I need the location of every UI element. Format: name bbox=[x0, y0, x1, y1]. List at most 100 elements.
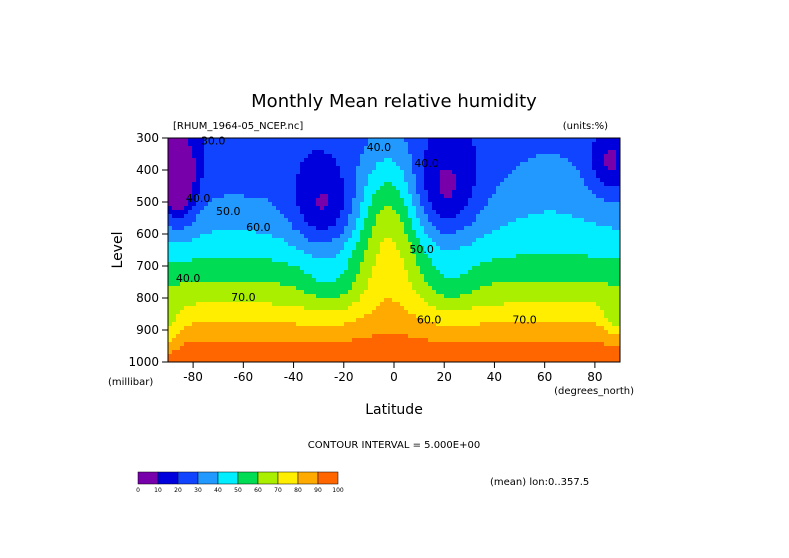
heat-cell bbox=[452, 246, 457, 251]
heat-cell bbox=[596, 254, 601, 259]
heat-cell bbox=[596, 302, 601, 307]
heat-cell bbox=[200, 262, 205, 267]
heat-cell bbox=[252, 246, 257, 251]
heat-cell bbox=[176, 142, 181, 147]
heat-cell bbox=[564, 278, 569, 283]
heat-cell bbox=[584, 166, 589, 171]
heat-cell bbox=[600, 210, 605, 215]
heat-cell bbox=[580, 242, 585, 247]
heat-cell bbox=[532, 302, 537, 307]
heat-cell bbox=[616, 194, 620, 199]
heat-cell bbox=[588, 298, 593, 303]
heat-cell bbox=[180, 290, 185, 295]
heat-cell bbox=[568, 306, 573, 311]
heat-cell bbox=[556, 282, 561, 287]
heat-cell bbox=[180, 154, 185, 159]
heat-cell bbox=[460, 166, 465, 171]
heat-cell bbox=[360, 226, 365, 231]
heat-cell bbox=[444, 242, 449, 247]
heat-cell bbox=[608, 158, 613, 163]
heat-cell bbox=[468, 246, 473, 251]
heat-cell bbox=[440, 226, 445, 231]
heat-cell bbox=[272, 210, 277, 215]
heat-cell bbox=[432, 234, 437, 239]
heat-cell bbox=[508, 182, 513, 187]
heat-cell bbox=[172, 138, 177, 143]
heat-cell bbox=[324, 214, 329, 219]
heat-cell bbox=[480, 298, 485, 303]
heat-cell bbox=[240, 254, 245, 259]
heat-cell bbox=[616, 142, 620, 147]
heat-cell bbox=[236, 162, 241, 167]
heat-cell bbox=[408, 150, 413, 155]
heat-cell bbox=[596, 194, 601, 199]
heat-cell bbox=[228, 250, 233, 255]
heat-cell bbox=[496, 158, 501, 163]
heat-cell bbox=[524, 170, 529, 175]
heat-cell bbox=[180, 230, 185, 235]
heat-cell bbox=[444, 298, 449, 303]
heat-cell bbox=[244, 246, 249, 251]
heat-cell bbox=[176, 234, 181, 239]
heat-cell bbox=[460, 198, 465, 203]
heat-cell bbox=[432, 230, 437, 235]
heat-cell bbox=[224, 274, 229, 279]
heat-cell bbox=[564, 190, 569, 195]
heat-cell bbox=[280, 242, 285, 247]
heat-cell bbox=[380, 250, 385, 255]
heat-cell bbox=[528, 278, 533, 283]
heat-cell bbox=[316, 250, 321, 255]
heat-cell bbox=[180, 254, 185, 259]
heat-cell bbox=[348, 194, 353, 199]
heat-cell bbox=[296, 246, 301, 251]
heat-cell bbox=[316, 202, 321, 207]
heat-cell bbox=[576, 294, 581, 299]
heat-cell bbox=[296, 158, 301, 163]
heat-cell bbox=[612, 154, 617, 159]
heat-cell bbox=[320, 170, 325, 175]
heat-cell bbox=[604, 142, 609, 147]
heat-cell bbox=[388, 226, 393, 231]
heat-cell bbox=[212, 262, 217, 267]
heat-cell bbox=[340, 298, 345, 303]
heat-cell bbox=[340, 166, 345, 171]
heat-cell bbox=[504, 154, 509, 159]
heat-cell bbox=[320, 246, 325, 251]
heat-cell bbox=[280, 286, 285, 291]
heat-cell bbox=[532, 250, 537, 255]
heat-cell bbox=[484, 306, 489, 311]
heat-cell bbox=[588, 142, 593, 147]
heat-cell bbox=[264, 170, 269, 175]
heat-cell bbox=[288, 294, 293, 299]
heat-cell bbox=[516, 266, 521, 271]
heat-cell bbox=[228, 266, 233, 271]
heat-cell bbox=[392, 246, 397, 251]
heat-cell bbox=[276, 138, 281, 143]
heat-cell bbox=[492, 226, 497, 231]
heat-cell bbox=[228, 278, 233, 283]
heat-cell bbox=[176, 210, 181, 215]
heat-cell bbox=[172, 210, 177, 215]
heat-cell bbox=[192, 150, 197, 155]
heat-cell bbox=[508, 278, 513, 283]
heat-cell bbox=[360, 202, 365, 207]
heat-cell bbox=[168, 230, 173, 235]
heat-cell bbox=[276, 178, 281, 183]
heat-cell bbox=[180, 198, 185, 203]
heat-cell bbox=[292, 170, 297, 175]
heat-cell bbox=[544, 246, 549, 251]
heat-cell bbox=[188, 246, 193, 251]
heat-cell bbox=[492, 310, 497, 315]
heat-cell bbox=[352, 194, 357, 199]
heat-cell bbox=[268, 238, 273, 243]
heat-cell bbox=[408, 210, 413, 215]
heat-cell bbox=[388, 278, 393, 283]
heat-cell bbox=[352, 234, 357, 239]
heat-cell bbox=[220, 262, 225, 267]
heat-cell bbox=[476, 194, 481, 199]
heat-cell bbox=[288, 158, 293, 163]
heat-cell bbox=[416, 242, 421, 247]
heat-cell bbox=[356, 146, 361, 151]
heat-cell bbox=[488, 290, 493, 295]
heat-cell bbox=[204, 282, 209, 287]
